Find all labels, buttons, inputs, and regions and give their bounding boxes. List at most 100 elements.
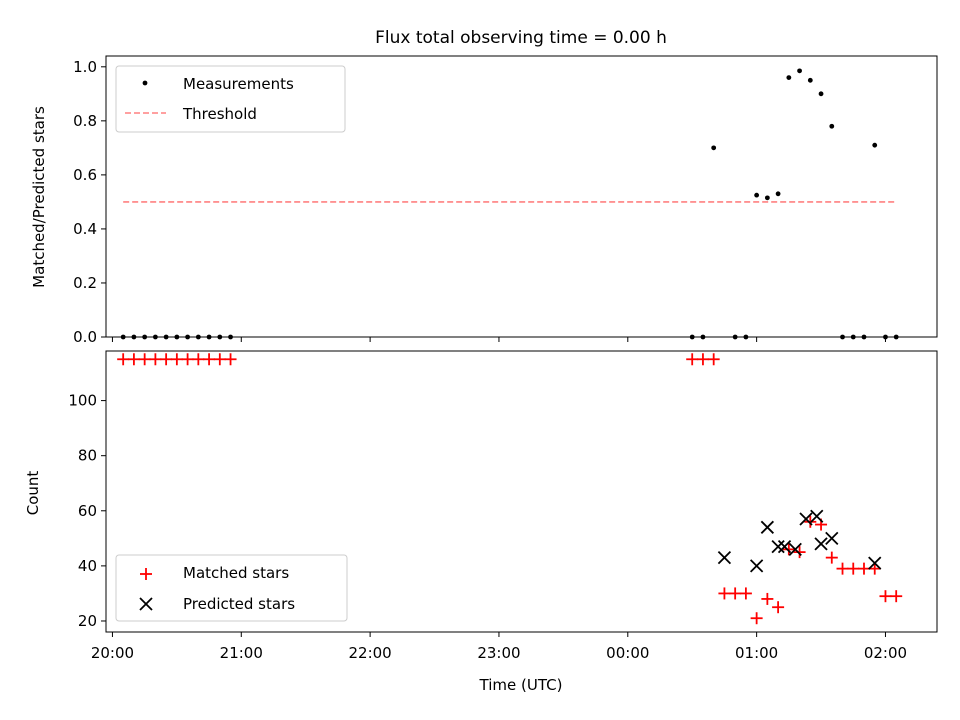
measurement-point (120, 334, 126, 340)
measurement-point (829, 123, 835, 129)
measurement-point (754, 192, 760, 198)
matched-star-point (160, 353, 173, 366)
predicted-star-point (825, 531, 839, 545)
measurement-point (152, 334, 158, 340)
measurement-point (185, 334, 190, 340)
predicted-star-point (810, 509, 824, 523)
measurement-point (807, 77, 813, 83)
predicted-star-point (777, 539, 792, 554)
bottom-data-marks (117, 353, 903, 625)
legend-label-matched-stars: Matched stars (183, 564, 289, 582)
measurement-point (195, 334, 201, 340)
bottom-x-tick-label: 22:00 (348, 644, 391, 662)
bottom-x-tick-label: 21:00 (220, 644, 263, 662)
legend-label-threshold: Threshold (182, 105, 257, 123)
predicted-star-point (717, 550, 732, 565)
measurement-point (217, 334, 223, 340)
matched-star-point (686, 353, 699, 366)
matched-star-point (138, 353, 151, 366)
bottom-x-axis-label: Time (UTC) (479, 676, 563, 694)
matched-star-point (707, 353, 720, 366)
matched-star-point (181, 353, 194, 366)
top-data-marks (120, 68, 899, 340)
measurement-point (131, 334, 137, 340)
measurement-point (883, 334, 888, 340)
bottom-x-tick-label: 01:00 (735, 644, 778, 662)
top-y-tick-label: 0.4 (73, 220, 97, 238)
matched-star-point (170, 353, 183, 366)
measurement-point (775, 191, 781, 197)
matched-star-point (782, 543, 795, 556)
predicted-star-point (799, 512, 813, 526)
matched-star-point (761, 592, 774, 605)
measurement-point (840, 334, 845, 340)
measurement-point (732, 334, 738, 340)
measurement-point (711, 145, 717, 151)
bottom-x-tick-label: 00:00 (606, 644, 649, 662)
measurement-point (818, 91, 824, 97)
bottom-x-tick-label: 20:00 (91, 644, 134, 662)
matched-star-point (696, 353, 709, 366)
matched-star-point (213, 353, 226, 366)
legend-label-measurements: Measurements (183, 75, 294, 93)
bottom-y-tick-label: 40 (78, 557, 97, 575)
top-y-tick-label: 0.2 (73, 274, 97, 292)
matched-star-point (890, 590, 903, 603)
bottom-y-axis-label: Count (24, 471, 42, 516)
measurement-point (797, 68, 802, 74)
bottom-x-tick-label: 02:00 (864, 644, 907, 662)
top-y-tick-label: 0.8 (73, 112, 97, 130)
measurement-point (861, 334, 867, 340)
measurement-point (743, 334, 749, 340)
top-y-axis-label: Matched/Predicted stars (30, 106, 48, 288)
matched-star-point (847, 562, 860, 575)
chart-title: Flux total observing time = 0.00 h (375, 28, 667, 48)
predicted-star-point (760, 520, 775, 534)
matched-star-point (224, 353, 237, 366)
matched-star-point (879, 590, 892, 603)
matched-star-point (729, 587, 742, 600)
measurement-point (893, 334, 899, 340)
predicted-star-point (771, 539, 785, 554)
matched-star-point (192, 353, 205, 366)
measurement-point (206, 334, 212, 340)
predicted-star-point (788, 542, 802, 556)
bottom-y-tick-label: 100 (68, 392, 97, 410)
matched-star-point (836, 562, 849, 575)
bottom-y-tick-label: 60 (78, 502, 97, 520)
bottom-y-tick-label: 20 (78, 612, 97, 630)
matched-star-point (772, 601, 785, 614)
matched-star-point (857, 562, 870, 575)
predicted-star-point (749, 559, 764, 573)
matched-star-point (793, 546, 806, 559)
bottom-legend: Matched stars Predicted stars (115, 554, 348, 622)
measurement-point (163, 334, 169, 340)
predicted-star-point (814, 537, 828, 551)
bottom-x-axis-ticks: 20:00 21:00 22:00 23:00 00:00 01:00 02:00 (91, 632, 907, 662)
measurement-point (228, 334, 233, 340)
measurement-point (850, 334, 856, 340)
bottom-panel: 20 40 60 80 100 20:00 21:00 22:00 23:00 00:00 01:… (24, 350, 938, 694)
top-y-tick-label: 1.0 (73, 58, 97, 76)
bottom-y-axis-ticks: 20 40 60 80 100 (68, 392, 106, 630)
bottom-y-tick-label: 80 (78, 447, 97, 465)
top-y-tick-label: 0.0 (73, 328, 97, 346)
matched-star-point (203, 353, 216, 366)
matched-star-point (868, 562, 881, 575)
matched-star-point (750, 612, 763, 625)
matched-star-point (127, 353, 140, 366)
matched-star-point (825, 551, 838, 564)
matched-star-point (739, 587, 752, 600)
top-panel: 0.0 0.2 0.4 0.6 0.8 1.0 Matched/Predicted sta… (30, 55, 938, 346)
top-y-axis-ticks: 0.0 0.2 0.4 0.6 0.8 1.0 (73, 58, 106, 346)
matched-star-point (149, 353, 162, 366)
measurement-point (142, 334, 148, 340)
top-y-tick-label: 0.6 (73, 166, 97, 184)
legend-marker-predicted-stars (139, 597, 153, 611)
legend-marker-measurements (142, 80, 148, 86)
matched-star-point (117, 353, 130, 366)
bottom-x-tick-label: 23:00 (477, 644, 520, 662)
measurement-point (764, 195, 770, 201)
predicted-star-point (868, 556, 882, 570)
